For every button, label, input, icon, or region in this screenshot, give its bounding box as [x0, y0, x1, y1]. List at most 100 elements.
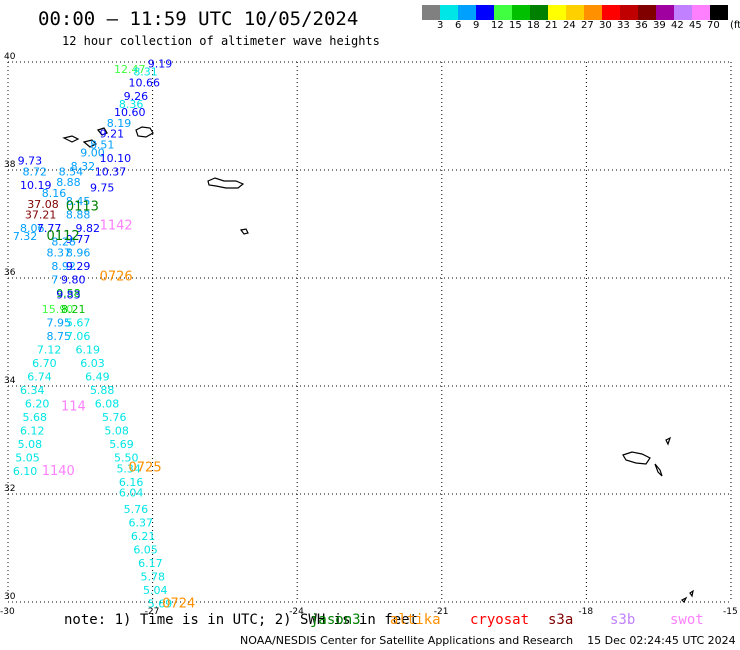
wave-height-value: 10.66	[129, 76, 161, 89]
color-bin-1	[440, 5, 458, 20]
color-bin-5	[512, 5, 530, 20]
pass-time-label: 114	[61, 399, 86, 414]
color-bin-label: 27	[581, 20, 594, 31]
wave-height-value: 10.19	[20, 179, 52, 192]
color-bin-label: 15	[509, 20, 522, 31]
color-bin-label: 18	[527, 20, 540, 31]
wave-height-value: 7.12	[37, 344, 62, 357]
color-scale-bar	[422, 5, 728, 20]
wave-height-value: 6.70	[32, 357, 57, 370]
credit-text: NOAA/NESDIS Center for Satellite Applica…	[240, 634, 574, 647]
y-tick-label: 38	[4, 160, 16, 170]
color-bin-15	[692, 5, 710, 20]
wave-height-value: 7	[51, 273, 58, 286]
wave-height-value: 6.49	[85, 371, 110, 384]
wave-height-value: 9.75	[90, 182, 115, 195]
wave-height-value: 8.31	[133, 66, 158, 79]
wave-height-value: 6.17	[138, 557, 163, 570]
credit-line: NOAA/NESDIS Center for Satellite Applica…	[240, 634, 736, 647]
wave-height-value: 9.29	[66, 260, 91, 273]
wave-height-value: 8.06	[20, 222, 45, 235]
wave-height-value: 9.00	[80, 147, 105, 160]
wave-height-value: 5.69	[109, 438, 134, 451]
wave-height-value: 8.37	[47, 246, 71, 259]
wave-height-value: 5.04	[143, 584, 168, 597]
color-bin-9	[584, 5, 602, 20]
island-outline	[654, 463, 663, 477]
island-outline	[135, 126, 154, 138]
color-bin-label: 33	[617, 20, 630, 31]
y-tick-label: 32	[4, 484, 15, 494]
wave-height-value: 8.36	[119, 98, 144, 111]
wave-height-value: 9.21	[100, 128, 125, 141]
wave-height-value: 7.95	[47, 317, 71, 330]
wave-height-value: 9.82	[75, 222, 100, 235]
wave-height-value: 9.73	[18, 155, 43, 168]
wave-height-value: 5.67	[66, 317, 91, 330]
x-tick-label: -21	[434, 607, 449, 617]
wave-height-value: 5.76	[102, 411, 127, 424]
wave-height-value: 6.21	[131, 530, 156, 543]
island-outline	[239, 228, 249, 235]
color-bin-label: 45	[689, 20, 702, 31]
wave-height-value: 6.19	[75, 344, 100, 357]
wave-height-value: 8.88	[66, 209, 91, 222]
page-title: 00:00 – 11:59 UTC 10/05/2024	[38, 8, 359, 30]
wave-height-value: 8.75	[47, 330, 71, 343]
wave-height-value: 9.58	[56, 287, 80, 300]
footer-note: note: 1) Time is in UTC; 2) SWH is in fe…	[64, 612, 419, 628]
wave-height-value: 37.21	[25, 209, 57, 222]
pass-time-label: 0725	[129, 460, 162, 475]
island-outline	[689, 589, 694, 598]
color-bin-2	[458, 5, 476, 20]
satellite-s3a: s3a	[548, 612, 574, 628]
pass-time-label: 0724	[162, 596, 195, 611]
wave-height-value: 6.05	[133, 543, 158, 556]
color-bin-label: 24	[563, 20, 576, 31]
wave-height-value: 5.68	[22, 411, 47, 424]
wave-height-value: 6.37	[129, 516, 154, 529]
wave-height-value: 5.69	[148, 597, 173, 610]
island-outline	[680, 596, 688, 604]
wave-height-value: 6.12	[20, 425, 45, 438]
wave-height-value: 10.60	[114, 106, 146, 119]
wave-height-value: 8.92	[51, 260, 76, 273]
wave-height-value: 5.50	[114, 452, 139, 465]
color-bin-label: 36	[635, 20, 648, 31]
wave-height-value: 8.16	[42, 187, 67, 200]
color-scale-unit: (ft)	[730, 20, 740, 31]
wave-height-value: 5.05	[15, 452, 40, 465]
satellite-s3b: s3b	[610, 612, 636, 628]
wave-height-value: 8.88	[56, 176, 80, 189]
island-outline	[96, 127, 108, 136]
wave-height-value: 5.08	[18, 438, 43, 451]
color-bin-6	[530, 5, 548, 20]
color-bin-label: 30	[599, 20, 612, 31]
wave-height-value: 8.21	[61, 303, 86, 316]
generated-timestamp: 15 Dec 02:24:45 UTC 2024	[587, 634, 736, 647]
color-bin-label: 21	[545, 20, 558, 31]
color-bin-label: 9	[473, 20, 480, 31]
wave-height-value: 8.28	[51, 236, 76, 249]
pass-time-label: 0112	[47, 229, 80, 244]
color-bin-label: 39	[653, 20, 666, 31]
wave-height-value: 5.88	[90, 384, 115, 397]
wave-height-value: 5.78	[141, 570, 166, 583]
wave-height-value: 6.74	[27, 371, 51, 384]
wave-height-value: 9.26	[124, 90, 148, 103]
y-tick-label: 40	[4, 52, 16, 62]
island-outline	[207, 177, 245, 189]
x-tick-label: -27	[145, 607, 160, 617]
wave-height-value: 5.76	[124, 503, 148, 516]
wave-height-value: 8.72	[22, 165, 47, 178]
wave-height-value: 8.96	[66, 246, 91, 259]
wave-height-value: 10.10	[100, 152, 132, 165]
pass-time-label: 0113	[66, 200, 99, 215]
color-bin-label: 70	[707, 20, 720, 31]
wave-height-value: 7.32	[13, 230, 38, 243]
color-bin-11	[620, 5, 638, 20]
wave-height-value: 10.37	[95, 165, 127, 178]
satellite-swot: swot	[670, 612, 704, 628]
